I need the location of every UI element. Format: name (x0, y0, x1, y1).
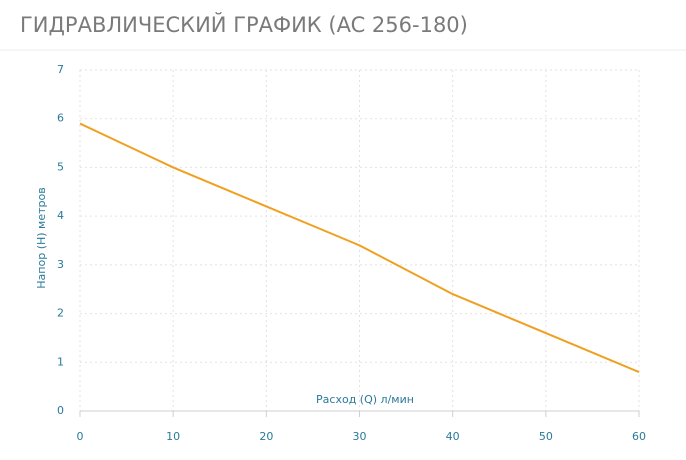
x-tick-label: 10 (166, 430, 180, 443)
x-axis-label: Расход (Q) л/мин (316, 393, 414, 406)
series-line (79, 122, 640, 373)
y-tick-label: 0 (57, 404, 64, 417)
y-tick-label: 1 (57, 355, 64, 368)
y-tick-label: 7 (57, 63, 64, 76)
x-tick-label: 40 (446, 430, 460, 443)
y-tick-label: 5 (57, 160, 64, 173)
y-tick-label: 6 (57, 112, 64, 125)
x-tick-label: 20 (259, 430, 273, 443)
x-tick-label: 60 (632, 430, 646, 443)
y-axis-label: Напор (H) метров (35, 187, 48, 288)
y-tick-label: 2 (57, 307, 64, 320)
chart-title: ГИДРАВЛИЧЕСКИЙ ГРАФИК (AC 256-180) (20, 12, 468, 37)
x-tick-label: 0 (77, 430, 84, 443)
x-tick-label: 30 (353, 430, 367, 443)
y-tick-label: 3 (57, 258, 64, 271)
x-tick-label: 50 (539, 430, 553, 443)
y-tick-label: 4 (57, 209, 64, 222)
